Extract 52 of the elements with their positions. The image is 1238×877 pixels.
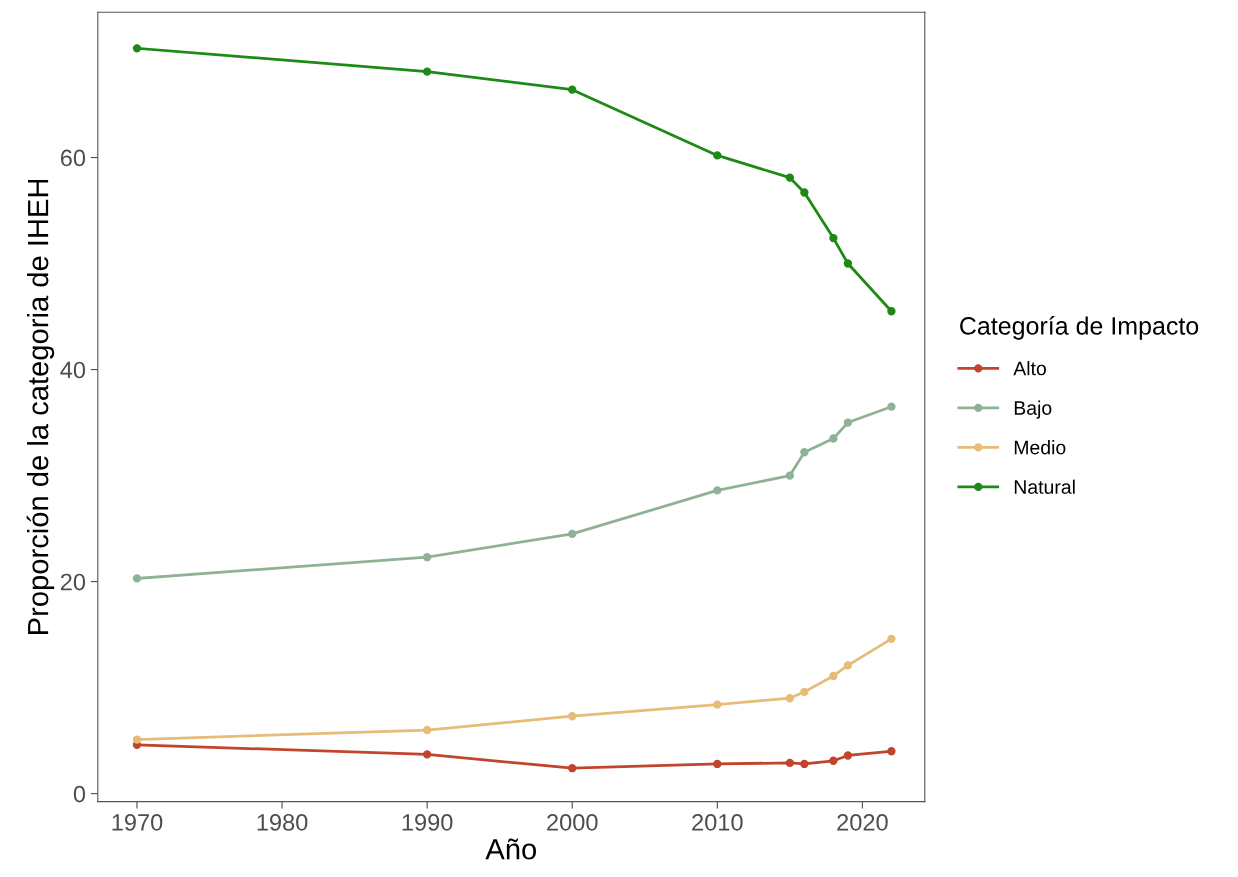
point bbox=[887, 634, 896, 644]
y-tick-label: 0 bbox=[73, 785, 86, 803]
legend-label: Alto bbox=[1013, 361, 1046, 376]
point bbox=[713, 151, 722, 160]
point bbox=[132, 44, 142, 53]
y-tick-label: 40 bbox=[60, 361, 86, 379]
legend-label: Bajo bbox=[1014, 400, 1052, 419]
y-axis-title: Proporción de la categoria de IHEH bbox=[26, 179, 55, 634]
point bbox=[887, 402, 896, 411]
point bbox=[132, 574, 142, 583]
point bbox=[829, 233, 838, 243]
x-tick-label: 1970 bbox=[112, 814, 163, 831]
point bbox=[800, 188, 809, 197]
point bbox=[568, 764, 577, 773]
legend-title: Categoría de Impacto bbox=[960, 316, 1199, 340]
point bbox=[887, 307, 896, 316]
point bbox=[843, 259, 853, 268]
x-tick-label: 2000 bbox=[547, 814, 598, 831]
point bbox=[829, 671, 838, 681]
legend-label: Medio bbox=[1014, 440, 1066, 455]
point bbox=[785, 471, 795, 480]
point bbox=[785, 173, 795, 182]
point bbox=[568, 529, 577, 539]
point bbox=[829, 756, 838, 765]
y-tick-label: 20 bbox=[60, 573, 86, 591]
point bbox=[829, 434, 838, 443]
y-tick-label: 60 bbox=[60, 149, 86, 167]
point bbox=[422, 750, 432, 759]
point bbox=[132, 735, 142, 744]
point bbox=[785, 694, 795, 703]
point bbox=[713, 759, 722, 769]
point bbox=[422, 67, 432, 76]
point bbox=[843, 418, 853, 427]
point bbox=[800, 759, 809, 769]
point bbox=[713, 700, 722, 709]
legend-label: Natural bbox=[1014, 479, 1075, 494]
point bbox=[843, 661, 853, 670]
x-tick-label: 2010 bbox=[692, 814, 743, 831]
x-tick-label: 1980 bbox=[257, 814, 308, 831]
point bbox=[568, 712, 577, 721]
point bbox=[800, 687, 809, 697]
x-tick-label: 2020 bbox=[837, 814, 888, 831]
x-axis-title: Año bbox=[485, 838, 537, 860]
point bbox=[785, 758, 795, 768]
point bbox=[422, 725, 432, 735]
point bbox=[887, 747, 896, 756]
point bbox=[422, 553, 432, 562]
point bbox=[713, 486, 722, 495]
point bbox=[843, 751, 853, 760]
point bbox=[800, 448, 809, 457]
x-tick-label: 1990 bbox=[402, 814, 453, 831]
point bbox=[568, 85, 577, 94]
